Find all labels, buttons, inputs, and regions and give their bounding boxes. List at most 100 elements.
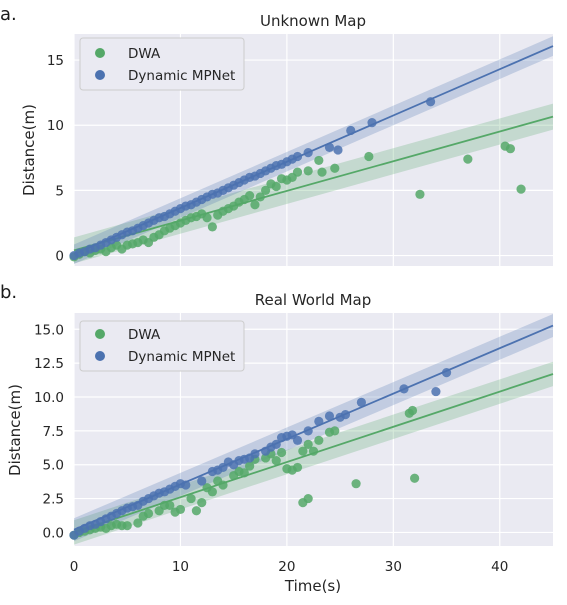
- legend-label-mpnet: Dynamic MPNet: [128, 349, 235, 365]
- legend-marker-dwa: [95, 48, 105, 58]
- point-dwa: [218, 480, 228, 490]
- point-dwa: [165, 500, 175, 510]
- y-tick-label: 15: [47, 53, 64, 69]
- point-mpnet: [250, 449, 260, 459]
- point-dwa: [314, 435, 324, 445]
- x-tick-label: 30: [385, 559, 402, 575]
- y-axis-label: Distance(m): [6, 384, 24, 476]
- y-axis-label: Distance(m): [20, 104, 38, 196]
- y-tick-labels: 0 5 10 15: [47, 53, 64, 265]
- point-dwa: [330, 163, 340, 173]
- point-mpnet: [425, 97, 436, 107]
- legend-label-dwa: DWA: [128, 327, 161, 343]
- point-dwa: [245, 191, 255, 201]
- y-tick-label: 10: [47, 118, 64, 134]
- legend-marker-mpnet: [95, 351, 105, 361]
- legend: DWA Dynamic MPNet: [79, 37, 245, 91]
- point-mpnet: [431, 386, 441, 397]
- point-dwa: [186, 493, 196, 504]
- point-dwa: [303, 439, 313, 450]
- point-dwa: [271, 181, 281, 192]
- point-dwa: [122, 521, 132, 531]
- data-points: [69, 368, 452, 540]
- point-mpnet: [303, 426, 313, 436]
- point-mpnet: [324, 142, 335, 152]
- point-mpnet: [292, 151, 303, 162]
- point-dwa: [255, 192, 265, 202]
- point-mpnet: [333, 145, 343, 155]
- point-dwa: [303, 493, 313, 504]
- x-tick-label: 40: [491, 559, 508, 575]
- point-dwa: [463, 154, 473, 164]
- y-tick-label: 2.5: [43, 492, 64, 508]
- point-mpnet: [303, 148, 313, 158]
- panel-label: b.: [0, 282, 17, 303]
- y-tick-label: 5.0: [43, 458, 64, 474]
- point-dwa: [191, 506, 202, 516]
- legend-box: [79, 37, 245, 91]
- point-mpnet: [324, 411, 335, 421]
- point-dwa: [410, 473, 420, 483]
- y-tick-label: 7.5: [43, 424, 64, 440]
- x-axis-label: Time(s): [284, 577, 341, 595]
- point-mpnet: [441, 368, 452, 378]
- legend-box: [79, 320, 245, 372]
- point-dwa: [505, 144, 516, 154]
- y-tick-label: 15.0: [34, 322, 64, 338]
- point-mpnet: [271, 439, 281, 450]
- point-dwa: [292, 462, 303, 473]
- point-dwa: [330, 426, 340, 436]
- point-dwa: [308, 446, 319, 456]
- legend: DWA Dynamic MPNet: [79, 320, 245, 372]
- point-mpnet: [367, 118, 377, 128]
- point-mpnet: [314, 416, 324, 426]
- point-dwa: [351, 479, 361, 489]
- y-tick-label: 0: [55, 249, 64, 265]
- point-dwa: [364, 151, 374, 162]
- point-dwa: [207, 222, 217, 232]
- x-tick-label: 20: [278, 559, 295, 575]
- point-dwa: [276, 447, 287, 458]
- point-dwa: [133, 518, 143, 528]
- point-dwa: [207, 487, 217, 497]
- y-tick-labels: 0.0 2.5 5.0 7.5 10.0 12.5 15.0: [34, 322, 64, 541]
- data-points: [69, 97, 526, 262]
- y-tick-label: 10.0: [34, 390, 64, 406]
- point-dwa: [292, 167, 303, 177]
- point-mpnet: [292, 435, 303, 445]
- point-dwa: [239, 468, 249, 478]
- point-dwa: [197, 498, 207, 508]
- point-mpnet: [346, 125, 356, 136]
- legend-marker-dwa: [95, 329, 105, 339]
- x-tick-label: 0: [70, 559, 79, 575]
- point-dwa: [303, 166, 313, 176]
- point-dwa: [415, 189, 425, 199]
- chart-title: Real World Map: [255, 291, 372, 309]
- point-dwa: [202, 213, 212, 223]
- point-mpnet: [181, 480, 191, 490]
- y-tick-label: 12.5: [34, 356, 64, 372]
- point-mpnet: [399, 384, 409, 394]
- y-tick-label: 0.0: [43, 525, 64, 541]
- x-tick-label: 10: [172, 559, 189, 575]
- point-dwa: [298, 446, 308, 456]
- point-dwa: [516, 184, 526, 194]
- point-dwa: [261, 185, 271, 196]
- point-mpnet: [197, 476, 207, 486]
- fit-line-dwa: [73, 115, 554, 252]
- x-tick-labels: 0 10 20 30 40: [70, 559, 509, 575]
- point-dwa: [314, 155, 324, 166]
- point-dwa: [143, 508, 154, 519]
- point-dwa: [250, 200, 260, 210]
- panel-label: a.: [0, 4, 17, 25]
- panel-real-world-map: b. Real World Map 0.0 2.5 5.0 7.5 10.0 12.5 15…: [0, 282, 554, 595]
- point-mpnet: [340, 409, 351, 420]
- legend-marker-mpnet: [95, 70, 105, 80]
- legend-label-dwa: DWA: [128, 46, 161, 62]
- point-dwa: [317, 167, 327, 177]
- chart-title: Unknown Map: [260, 12, 366, 30]
- point-dwa: [245, 461, 255, 471]
- point-dwa: [407, 405, 418, 416]
- y-tick-label: 5: [55, 183, 64, 199]
